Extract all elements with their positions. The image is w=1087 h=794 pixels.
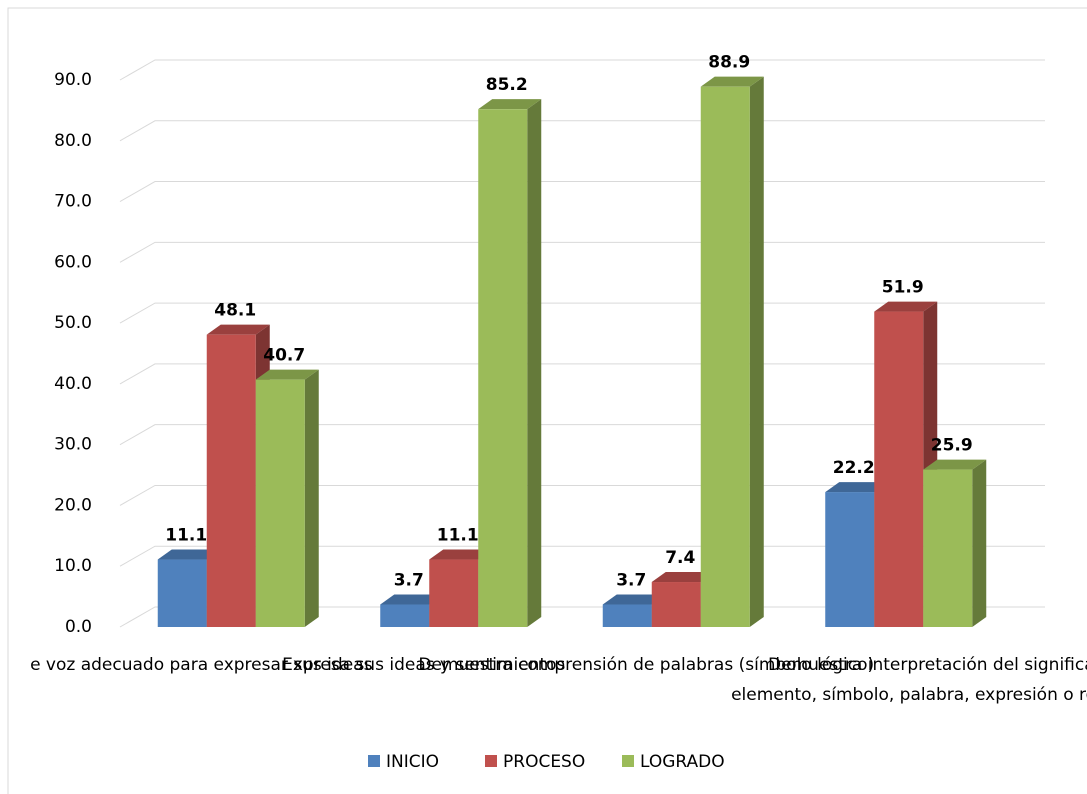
bar-face (923, 459, 987, 470)
bar-face (157, 549, 221, 560)
value-label: 11.1 (437, 526, 479, 546)
bar-face (874, 311, 924, 627)
grid-line (119, 181, 1045, 202)
bar (255, 369, 319, 627)
bar-face (478, 109, 528, 627)
y-tick-label: 90.0 (54, 70, 92, 90)
bar-face (825, 482, 889, 493)
bar-face (206, 324, 270, 335)
bar-face (923, 469, 973, 627)
bar-face (478, 99, 542, 110)
bar-face (157, 559, 207, 627)
bar-face (602, 604, 652, 627)
y-tick-label: 50.0 (54, 313, 92, 333)
bar-face (380, 604, 430, 627)
value-label: 11.1 (165, 526, 207, 546)
value-label: 3.7 (616, 571, 646, 591)
y-tick-label: 20.0 (54, 495, 92, 515)
x-tick-label: Expresa sus ideas y sentimientos (282, 655, 565, 675)
bar-face (651, 582, 701, 627)
bar-face (749, 76, 764, 628)
bar-face (874, 301, 938, 312)
legend-swatch (368, 755, 380, 767)
legend-label: LOGRADO (640, 752, 725, 772)
bar-face (206, 334, 256, 627)
grid-line (119, 59, 1045, 81)
bar-face (380, 594, 444, 605)
bar-face (255, 379, 305, 627)
bar-face (700, 86, 750, 628)
value-label: 3.7 (394, 571, 424, 591)
value-label: 85.2 (486, 75, 528, 95)
grid-line (119, 120, 1045, 142)
value-label: 25.9 (931, 436, 973, 456)
legend-label: PROCESO (503, 752, 585, 772)
x-tick-label: Demuestra comprensión de palabras (símbo… (418, 655, 874, 675)
y-tick-label: 80.0 (54, 131, 92, 151)
bar-face (602, 594, 666, 605)
bar-face (527, 99, 542, 627)
y-tick-label: 70.0 (54, 192, 92, 212)
bar (923, 459, 987, 627)
legend-swatch (485, 755, 497, 767)
bar-face (825, 492, 875, 627)
grid-line (119, 241, 1045, 263)
bar (478, 99, 542, 627)
legend-label: INICIO (386, 752, 439, 772)
bar-face (255, 369, 319, 380)
y-tick-label: 60.0 (54, 252, 92, 272)
legend-swatch (622, 755, 634, 767)
x-tick-label: e voz adecuado para expresar sus ideas (30, 655, 373, 675)
bar-face (304, 369, 319, 627)
bar (700, 76, 764, 628)
bar-face (651, 572, 715, 583)
y-tick-label: 0.0 (65, 617, 92, 637)
bar-face (972, 459, 987, 627)
bar-face (429, 549, 493, 560)
value-label: 7.4 (665, 548, 695, 568)
value-label: 51.9 (882, 278, 924, 298)
value-label: 88.9 (708, 53, 750, 73)
y-tick-label: 40.0 (54, 374, 92, 394)
value-label: 22.2 (833, 458, 875, 478)
bar-face (700, 76, 764, 87)
chart-frame (7, 7, 1087, 794)
x-tick-label: Demuestra interpretación del significado… (768, 655, 1087, 675)
y-tick-label: 10.0 (54, 556, 92, 576)
bar-face (429, 559, 479, 627)
value-label: 40.7 (263, 346, 305, 366)
x-tick-label: elemento, símbolo, palabra, expresión o … (731, 685, 1087, 705)
value-label: 48.1 (214, 301, 256, 321)
y-tick-label: 30.0 (54, 435, 92, 455)
